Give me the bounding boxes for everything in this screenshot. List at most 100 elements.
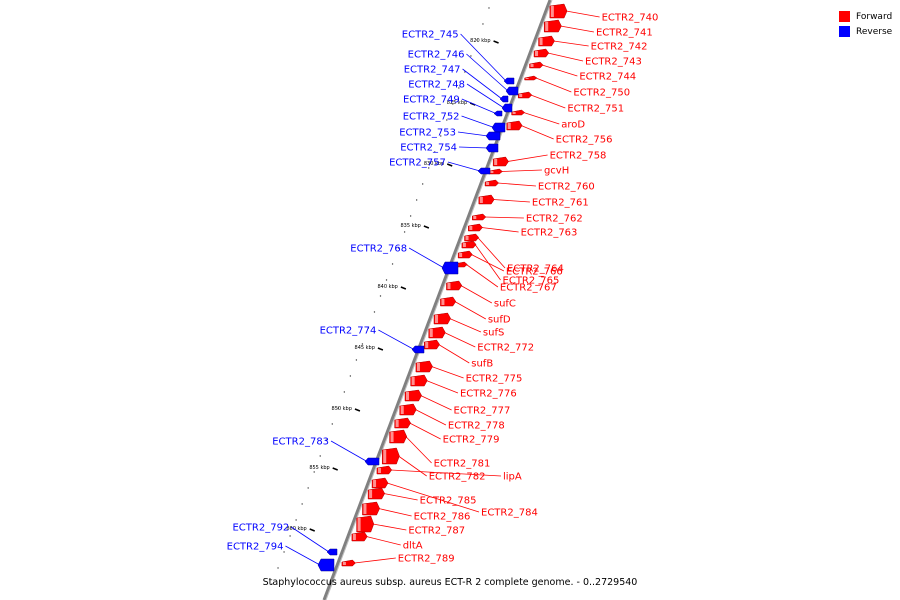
reverse-gene-label: ECTR2_747 [404, 65, 461, 76]
forward-gene-label: ECTR2_789 [398, 554, 455, 565]
forward-leader-line [520, 125, 554, 140]
forward-gene-label: ECTR2_761 [532, 198, 589, 209]
tick-mark [309, 528, 316, 532]
reverse-gene-label: ECTR2_746 [408, 50, 465, 61]
forward-gene-label: ECTR2_740 [602, 13, 659, 24]
tick-mark [446, 163, 453, 167]
reverse-leader-line [466, 53, 509, 92]
tick-label: 820 kbp [470, 38, 490, 44]
forward-leader-line [460, 285, 493, 304]
tick-mark [332, 467, 338, 471]
guide-dot [277, 567, 279, 569]
forward-leader-line [484, 216, 524, 219]
forward-leader-line [438, 344, 470, 364]
reverse-gene [364, 457, 380, 466]
reverse-leader-line [330, 440, 368, 462]
reverse-gene [477, 167, 491, 175]
guide-dot [361, 343, 364, 345]
tick-marks: 820 kbp 825 kbp 830 kbp 835 kbp 840 kbp 845 k… [286, 38, 499, 532]
forward-gene-shade [373, 480, 377, 487]
reverse-gene-label: ECTR2_748 [408, 80, 465, 91]
forward-leader-line [372, 523, 407, 531]
forward-gene-label: ECTR2_750 [573, 88, 630, 99]
forward-gene [356, 515, 375, 533]
forward-gene-shade [539, 38, 543, 45]
forward-gene-shade [352, 534, 356, 540]
guide-dot [349, 375, 352, 377]
forward-gene-label: ECTR2_785 [420, 496, 477, 507]
forward-gene-shade [363, 504, 367, 514]
guide-dot [464, 71, 466, 73]
forward-leader-line [420, 395, 452, 411]
tick-label: 825 kbp [447, 100, 467, 106]
guide-dot [337, 407, 340, 409]
forward-gene-label: ECTR2_751 [567, 104, 624, 115]
guide-dot [428, 167, 430, 169]
guide-dot [319, 455, 321, 457]
forward-gene-label: ECTR2_758 [550, 151, 607, 162]
tick-mark [400, 286, 407, 290]
reverse-gene-label: ECTR2_757 [389, 158, 446, 169]
forward-gene-shade [377, 468, 381, 473]
reverse-gene-labels: ECTR2_745 ECTR2_746 ECTR2_747 ECTR2_748 ECTR… [227, 30, 465, 553]
forward-leader-line [507, 154, 548, 162]
forward-gene-shade [545, 22, 549, 31]
reverse-gene-label: ECTR2_754 [400, 143, 457, 154]
guide-dot [446, 119, 448, 121]
forward-leader-line [477, 237, 506, 269]
forward-gene-label: dltA [403, 541, 423, 552]
reverse-gene-label: ECTR2_752 [403, 112, 460, 123]
reverse-leader-line [460, 33, 507, 82]
forward-gene-shade [425, 342, 429, 348]
forward-leader-line [466, 264, 499, 288]
reverse-leader-line [459, 146, 489, 149]
forward-gene-label: ECTR2_766 [506, 267, 563, 278]
guide-dot [301, 503, 303, 505]
forward-gene [362, 501, 380, 516]
forward-leader-line [415, 409, 447, 426]
reverse-gene [326, 548, 338, 556]
forward-gene-shade [507, 123, 511, 129]
forward-gene-shade [416, 363, 420, 371]
forward-gene [367, 487, 385, 500]
tick-mark [377, 347, 384, 351]
forward-gene-shade [447, 283, 451, 289]
forward-gene-shade [411, 377, 415, 385]
forward-leader-line [398, 455, 427, 477]
guide-dot [379, 295, 382, 297]
forward-leader-line [383, 493, 418, 501]
reverse-leader-line [378, 329, 415, 350]
forward-gene-shade [465, 236, 469, 240]
forward-leader-line [449, 318, 482, 333]
forward-gene-label: ECTR2_787 [408, 526, 465, 537]
guide-dot [343, 391, 346, 393]
forward-leader-line [378, 508, 412, 517]
forward-leader-line [366, 536, 401, 546]
forward-leader-line [541, 64, 578, 77]
guide-dot [385, 279, 388, 281]
guide-dot [313, 471, 315, 473]
guide-dot [415, 199, 418, 201]
forward-gene-label: ECTR2_772 [477, 343, 534, 354]
legend-reverse-label: Reverse [856, 26, 893, 37]
reverse-leader-line [461, 115, 495, 128]
forward-gene-label: sufS [483, 328, 504, 339]
forward-leader-line [530, 94, 566, 109]
forward-gene [415, 360, 433, 373]
reverse-leader-line [457, 131, 489, 137]
forward-leader-line [444, 332, 476, 348]
guide-dot [452, 103, 454, 105]
guide-dot [403, 231, 406, 233]
forward-gene-label: ECTR2_779 [443, 435, 500, 446]
forward-gene [381, 447, 400, 465]
guide-dot [397, 247, 400, 249]
forward-gene-label: ECTR2_760 [538, 182, 595, 193]
forward-gene-label: ECTR2_786 [414, 512, 471, 523]
guide-dot [367, 327, 370, 329]
forward-gene-label: ECTR2_778 [448, 421, 505, 432]
forward-gene-shade [490, 171, 494, 173]
forward-gene-shade [383, 450, 387, 463]
forward-leader-line [426, 380, 459, 394]
legend-reverse: Reverse [839, 24, 892, 39]
reverse-genes [317, 77, 519, 572]
